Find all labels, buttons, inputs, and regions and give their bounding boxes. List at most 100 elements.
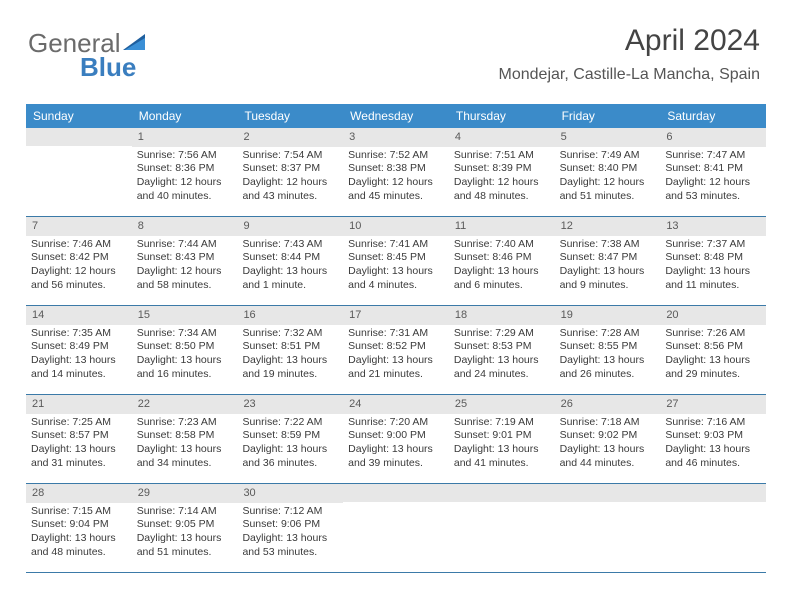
cell-body: Sunrise: 7:52 AMSunset: 8:38 PMDaylight:… <box>343 147 449 208</box>
day-number: 27 <box>660 395 766 414</box>
day-number: 18 <box>449 306 555 325</box>
week-row: 28Sunrise: 7:15 AMSunset: 9:04 PMDayligh… <box>26 484 766 573</box>
calendar-cell: 21Sunrise: 7:25 AMSunset: 8:57 PMDayligh… <box>26 395 132 483</box>
sunrise-line: Sunrise: 7:16 AM <box>665 416 761 430</box>
day-number: 15 <box>132 306 238 325</box>
sunset-line: Sunset: 8:48 PM <box>665 251 761 265</box>
day-number: 6 <box>660 128 766 147</box>
sunrise-line: Sunrise: 7:46 AM <box>31 238 127 252</box>
day-number: 21 <box>26 395 132 414</box>
sunset-line: Sunset: 8:56 PM <box>665 340 761 354</box>
day-number: 20 <box>660 306 766 325</box>
sunset-line: Sunset: 8:50 PM <box>137 340 233 354</box>
calendar-cell: 1Sunrise: 7:56 AMSunset: 8:36 PMDaylight… <box>132 128 238 216</box>
sunrise-line: Sunrise: 7:43 AM <box>242 238 338 252</box>
daylight-line: Daylight: 13 hours and 34 minutes. <box>137 443 233 471</box>
day-number: 24 <box>343 395 449 414</box>
day-number: 13 <box>660 217 766 236</box>
sunset-line: Sunset: 8:45 PM <box>348 251 444 265</box>
day-number: 4 <box>449 128 555 147</box>
week-row: 21Sunrise: 7:25 AMSunset: 8:57 PMDayligh… <box>26 395 766 484</box>
cell-body: Sunrise: 7:40 AMSunset: 8:46 PMDaylight:… <box>449 236 555 297</box>
day-header: Wednesday <box>343 104 449 128</box>
cell-body: Sunrise: 7:29 AMSunset: 8:53 PMDaylight:… <box>449 325 555 386</box>
calendar-cell: 8Sunrise: 7:44 AMSunset: 8:43 PMDaylight… <box>132 217 238 305</box>
daylight-line: Daylight: 13 hours and 36 minutes. <box>242 443 338 471</box>
calendar-cell: 25Sunrise: 7:19 AMSunset: 9:01 PMDayligh… <box>449 395 555 483</box>
day-header: Thursday <box>449 104 555 128</box>
location-text: Mondejar, Castille-La Mancha, Spain <box>499 66 760 84</box>
cell-body: Sunrise: 7:22 AMSunset: 8:59 PMDaylight:… <box>237 414 343 475</box>
calendar-cell: 27Sunrise: 7:16 AMSunset: 9:03 PMDayligh… <box>660 395 766 483</box>
day-number <box>660 484 766 502</box>
calendar-cell: 6Sunrise: 7:47 AMSunset: 8:41 PMDaylight… <box>660 128 766 216</box>
sunset-line: Sunset: 9:06 PM <box>242 518 338 532</box>
day-number: 19 <box>555 306 661 325</box>
weeks-container: 1Sunrise: 7:56 AMSunset: 8:36 PMDaylight… <box>26 128 766 573</box>
cell-body: Sunrise: 7:37 AMSunset: 8:48 PMDaylight:… <box>660 236 766 297</box>
day-number: 25 <box>449 395 555 414</box>
day-number: 26 <box>555 395 661 414</box>
daylight-line: Daylight: 13 hours and 46 minutes. <box>665 443 761 471</box>
sunset-line: Sunset: 9:01 PM <box>454 429 550 443</box>
calendar-cell: 17Sunrise: 7:31 AMSunset: 8:52 PMDayligh… <box>343 306 449 394</box>
cell-body: Sunrise: 7:31 AMSunset: 8:52 PMDaylight:… <box>343 325 449 386</box>
cell-body: Sunrise: 7:54 AMSunset: 8:37 PMDaylight:… <box>237 147 343 208</box>
logo: General Blue <box>28 28 147 59</box>
cell-body: Sunrise: 7:46 AMSunset: 8:42 PMDaylight:… <box>26 236 132 297</box>
calendar-cell: 7Sunrise: 7:46 AMSunset: 8:42 PMDaylight… <box>26 217 132 305</box>
sunrise-line: Sunrise: 7:20 AM <box>348 416 444 430</box>
sunrise-line: Sunrise: 7:22 AM <box>242 416 338 430</box>
sunset-line: Sunset: 9:04 PM <box>31 518 127 532</box>
calendar-cell: 20Sunrise: 7:26 AMSunset: 8:56 PMDayligh… <box>660 306 766 394</box>
day-number: 8 <box>132 217 238 236</box>
calendar-cell: 2Sunrise: 7:54 AMSunset: 8:37 PMDaylight… <box>237 128 343 216</box>
day-number: 9 <box>237 217 343 236</box>
daylight-line: Daylight: 13 hours and 51 minutes. <box>137 532 233 560</box>
sunrise-line: Sunrise: 7:54 AM <box>242 149 338 163</box>
sunrise-line: Sunrise: 7:49 AM <box>560 149 656 163</box>
sunrise-line: Sunrise: 7:14 AM <box>137 505 233 519</box>
cell-body: Sunrise: 7:28 AMSunset: 8:55 PMDaylight:… <box>555 325 661 386</box>
day-number: 29 <box>132 484 238 503</box>
daylight-line: Daylight: 12 hours and 58 minutes. <box>137 265 233 293</box>
day-number: 23 <box>237 395 343 414</box>
cell-body: Sunrise: 7:23 AMSunset: 8:58 PMDaylight:… <box>132 414 238 475</box>
sunrise-line: Sunrise: 7:34 AM <box>137 327 233 341</box>
cell-body: Sunrise: 7:41 AMSunset: 8:45 PMDaylight:… <box>343 236 449 297</box>
calendar-cell: 30Sunrise: 7:12 AMSunset: 9:06 PMDayligh… <box>237 484 343 572</box>
cell-body: Sunrise: 7:56 AMSunset: 8:36 PMDaylight:… <box>132 147 238 208</box>
calendar-cell: 4Sunrise: 7:51 AMSunset: 8:39 PMDaylight… <box>449 128 555 216</box>
sunset-line: Sunset: 8:47 PM <box>560 251 656 265</box>
daylight-line: Daylight: 13 hours and 44 minutes. <box>560 443 656 471</box>
day-number: 10 <box>343 217 449 236</box>
week-row: 7Sunrise: 7:46 AMSunset: 8:42 PMDaylight… <box>26 217 766 306</box>
calendar-cell <box>449 484 555 572</box>
sunrise-line: Sunrise: 7:35 AM <box>31 327 127 341</box>
calendar-cell: 28Sunrise: 7:15 AMSunset: 9:04 PMDayligh… <box>26 484 132 572</box>
daylight-line: Daylight: 12 hours and 53 minutes. <box>665 176 761 204</box>
daylight-line: Daylight: 13 hours and 16 minutes. <box>137 354 233 382</box>
sunrise-line: Sunrise: 7:51 AM <box>454 149 550 163</box>
day-number: 1 <box>132 128 238 147</box>
calendar-cell: 26Sunrise: 7:18 AMSunset: 9:02 PMDayligh… <box>555 395 661 483</box>
cell-body: Sunrise: 7:16 AMSunset: 9:03 PMDaylight:… <box>660 414 766 475</box>
sunrise-line: Sunrise: 7:29 AM <box>454 327 550 341</box>
cell-body: Sunrise: 7:25 AMSunset: 8:57 PMDaylight:… <box>26 414 132 475</box>
cell-body: Sunrise: 7:44 AMSunset: 8:43 PMDaylight:… <box>132 236 238 297</box>
day-number: 3 <box>343 128 449 147</box>
calendar-cell: 3Sunrise: 7:52 AMSunset: 8:38 PMDaylight… <box>343 128 449 216</box>
daylight-line: Daylight: 12 hours and 40 minutes. <box>137 176 233 204</box>
day-header: Monday <box>132 104 238 128</box>
daylight-line: Daylight: 13 hours and 31 minutes. <box>31 443 127 471</box>
sunrise-line: Sunrise: 7:32 AM <box>242 327 338 341</box>
day-number: 28 <box>26 484 132 503</box>
day-number <box>555 484 661 502</box>
daylight-line: Daylight: 13 hours and 4 minutes. <box>348 265 444 293</box>
logo-text-blue: Blue <box>80 52 136 82</box>
cell-body: Sunrise: 7:38 AMSunset: 8:47 PMDaylight:… <box>555 236 661 297</box>
daylight-line: Daylight: 12 hours and 45 minutes. <box>348 176 444 204</box>
sunset-line: Sunset: 8:53 PM <box>454 340 550 354</box>
day-header: Tuesday <box>237 104 343 128</box>
sunset-line: Sunset: 9:02 PM <box>560 429 656 443</box>
